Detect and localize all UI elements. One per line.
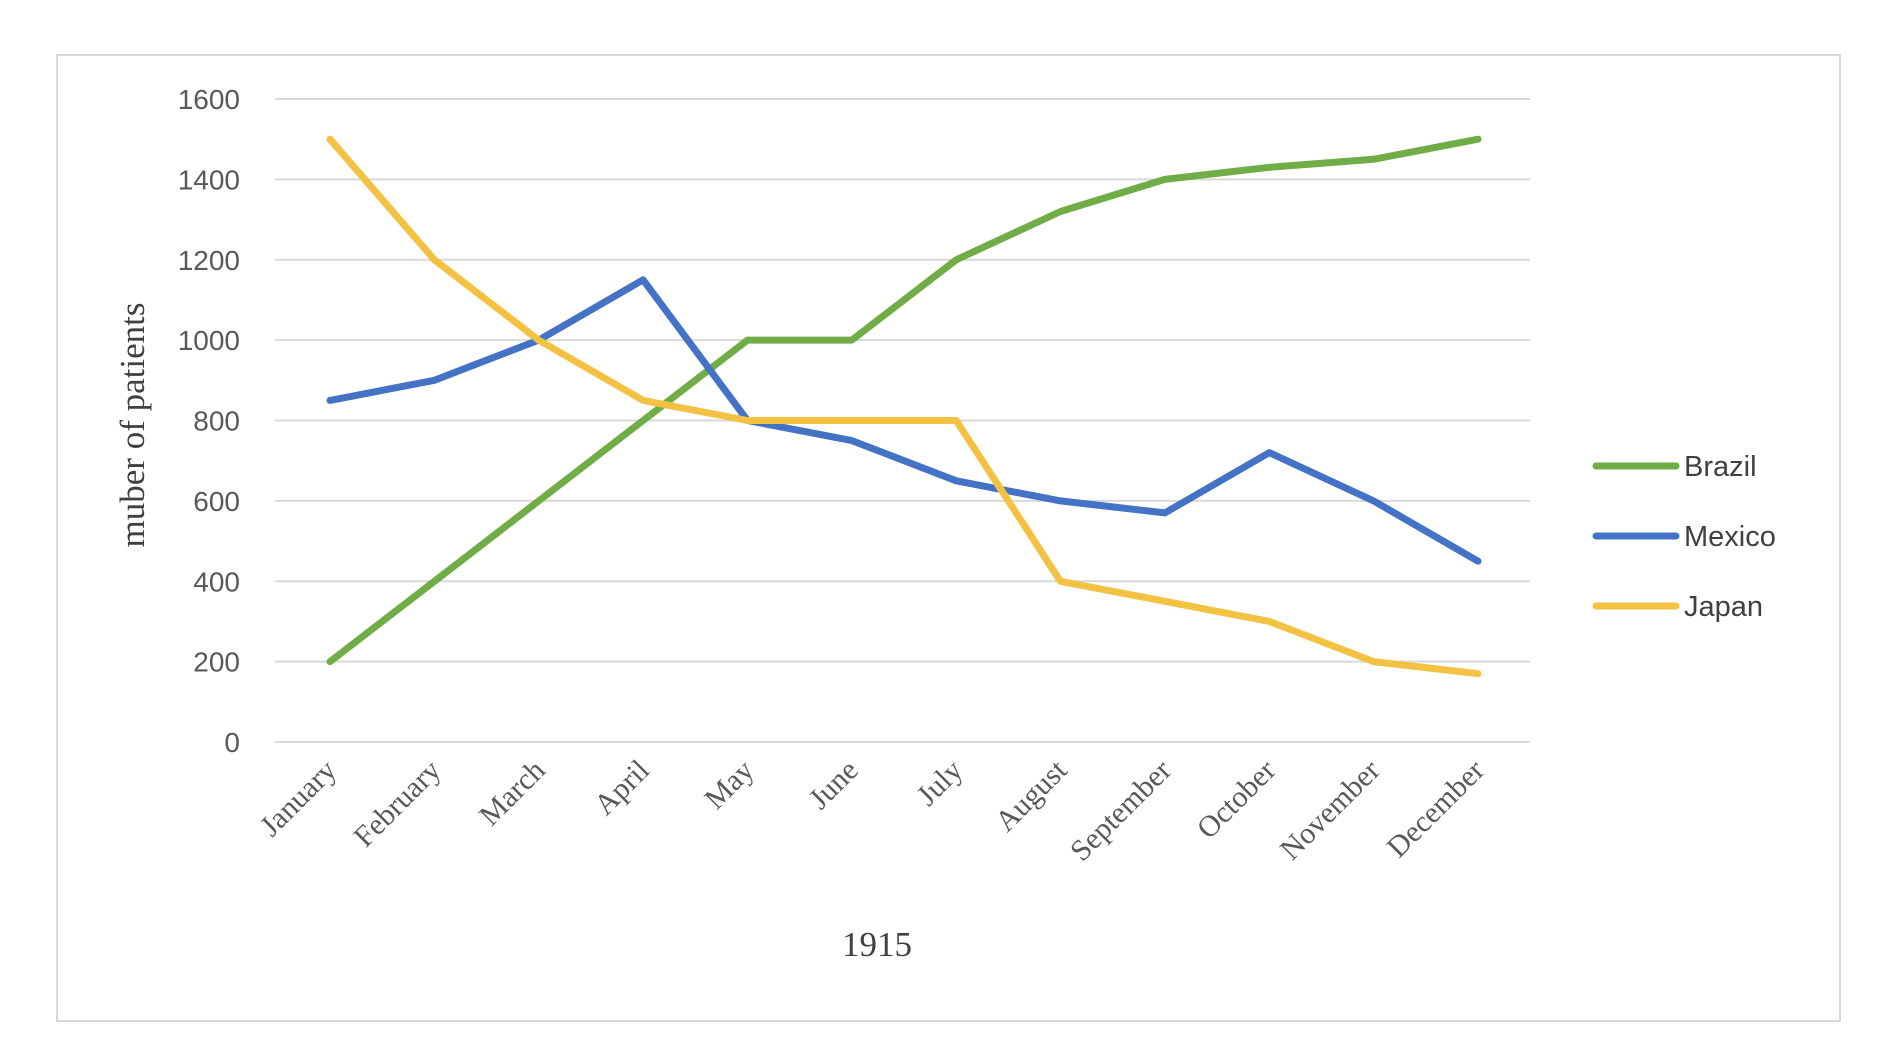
x-tick-label: January: [254, 754, 343, 843]
x-axis-tick-labels: January February March April May June July Augu…: [254, 753, 1491, 868]
y-tick-label: 1400: [178, 164, 240, 195]
y-tick-label: 1600: [178, 84, 240, 115]
y-tick-label: 400: [193, 566, 240, 597]
y-tick-label: 800: [193, 406, 240, 437]
x-tick-label: June: [803, 754, 865, 816]
y-axis-tick-labels: 0 200 400 600 800 1000 1200 1400 1600: [178, 84, 240, 758]
x-tick-label: October: [1191, 754, 1283, 846]
y-tick-label: 0: [224, 727, 240, 758]
legend: Brazil Mexico Japan: [1592, 451, 1776, 623]
x-axis-title: 1915: [842, 925, 912, 964]
series-line-mexico: [326, 276, 1482, 565]
x-tick-label: April: [588, 754, 656, 822]
y-tick-label: 600: [193, 486, 240, 517]
y-tick-label: 1000: [178, 325, 240, 356]
x-tick-label: November: [1274, 754, 1387, 867]
x-tick-label: December: [1380, 754, 1490, 864]
y-tick-label: 1200: [178, 245, 240, 276]
series-line-japan: [326, 135, 1482, 678]
legend-label-brazil: Brazil: [1684, 451, 1757, 483]
chart-frame: [56, 54, 1841, 1022]
x-tick-label: March: [473, 754, 552, 833]
legend-label-japan: Japan: [1684, 591, 1763, 623]
x-tick-label: August: [989, 753, 1074, 838]
x-tick-label: February: [347, 754, 447, 854]
y-tick-label: 200: [193, 647, 240, 678]
x-tick-label: September: [1064, 754, 1178, 868]
x-tick-label: July: [910, 754, 969, 813]
series-lines: [326, 135, 1482, 678]
x-tick-label: May: [698, 754, 760, 816]
legend-label-mexico: Mexico: [1684, 521, 1776, 553]
series-line-brazil: [326, 135, 1482, 666]
y-axis-title: muber of patients: [113, 303, 152, 548]
gridlines: [275, 98, 1530, 743]
